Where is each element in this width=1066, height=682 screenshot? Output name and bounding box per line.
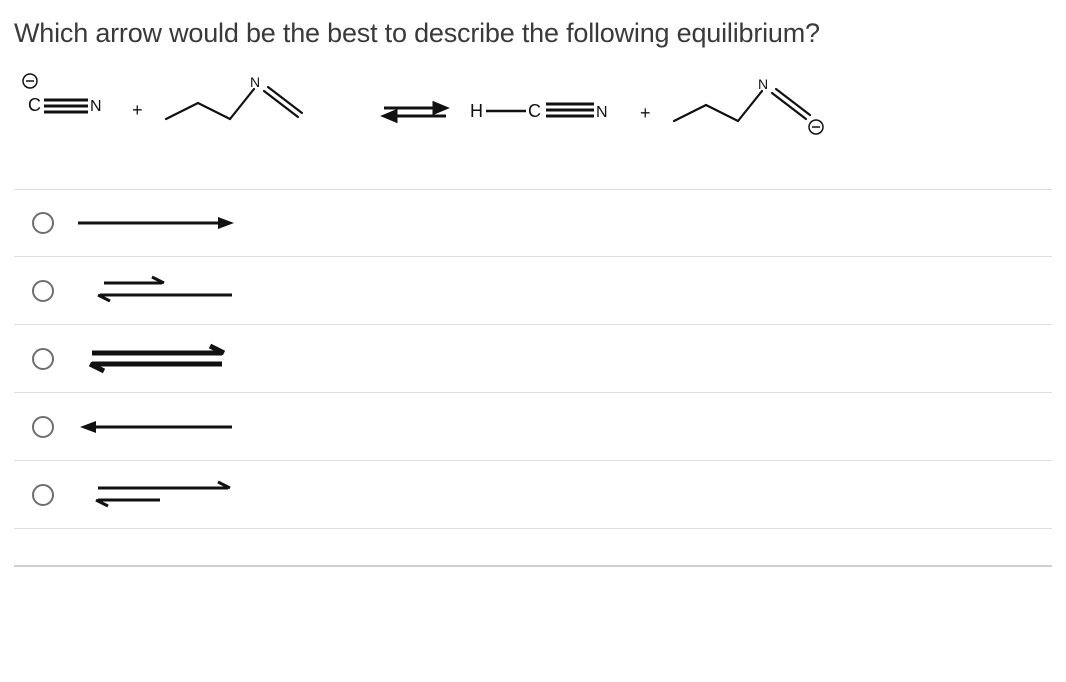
svg-text:N: N [758,76,768,92]
options-list [14,189,1052,529]
radio-icon[interactable] [32,416,54,438]
svg-text:N: N [90,98,102,115]
radio-icon[interactable] [32,348,54,370]
option-forward-favored[interactable] [14,461,1052,529]
svg-text:+: + [132,100,143,120]
arrow-reverse-favored-icon [72,273,242,309]
radio-icon[interactable] [32,484,54,506]
reaction-diagram: C N + N [14,71,1052,181]
svg-text:C: C [528,101,541,121]
svg-text:+: + [640,103,651,123]
radio-icon[interactable] [32,280,54,302]
arrow-forward-icon [72,208,242,238]
option-equal-equilibrium[interactable] [14,325,1052,393]
svg-text:C: C [28,95,41,115]
arrow-equal-equilibrium-icon [72,341,242,377]
arrow-reverse-icon [72,412,242,442]
bottom-divider [14,565,1052,567]
svg-text:N: N [250,74,260,90]
radio-icon[interactable] [32,212,54,234]
option-reverse-favored[interactable] [14,257,1052,325]
option-forward-only[interactable] [14,189,1052,257]
option-reverse-only[interactable] [14,393,1052,461]
question-text: Which arrow would be the best to describ… [14,18,1052,49]
svg-text:N: N [596,104,608,121]
arrow-forward-favored-icon [72,477,242,513]
svg-text:H: H [470,101,483,121]
